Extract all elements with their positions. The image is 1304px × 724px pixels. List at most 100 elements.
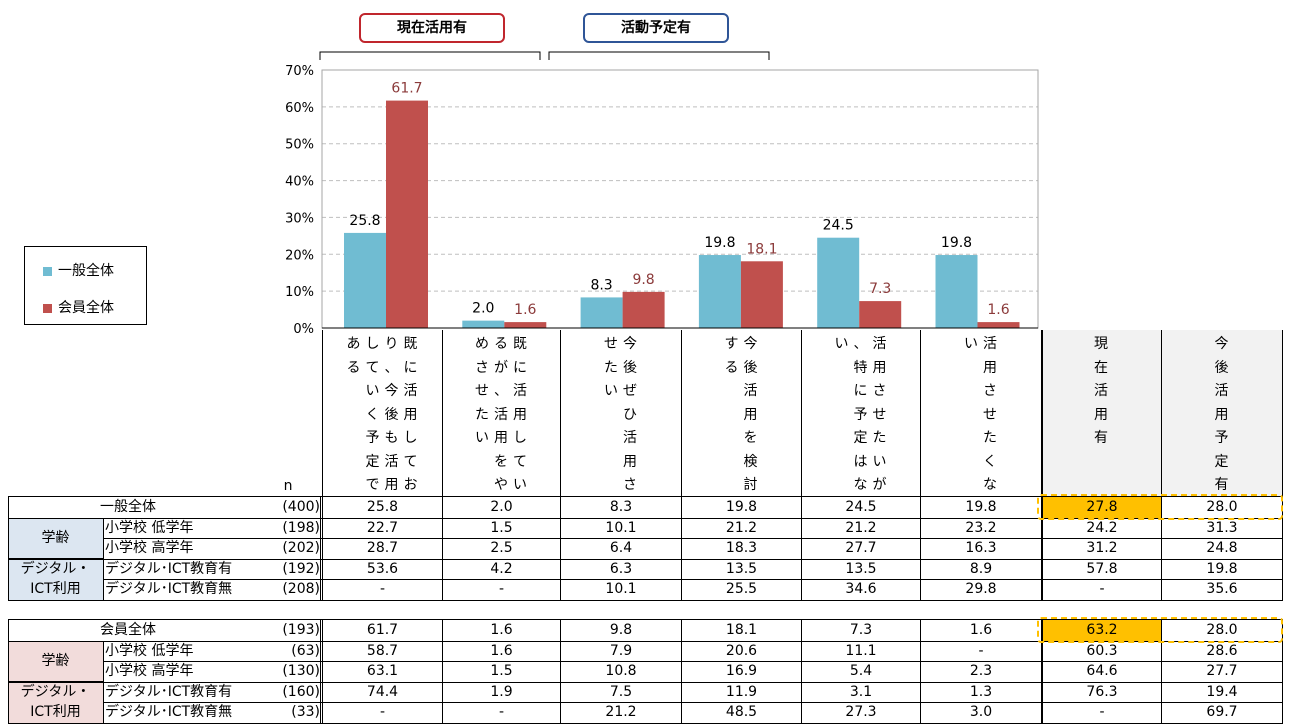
current-use-badge: 現在活用有 bbox=[359, 13, 505, 43]
table-cell: 27.3 bbox=[801, 702, 920, 723]
table-cell: 28.0 bbox=[1161, 620, 1282, 641]
table-cell: 29.8 bbox=[920, 579, 1041, 600]
table-cell: 1.6 bbox=[442, 640, 560, 662]
planned-use-badge: 活動予定有 bbox=[583, 13, 729, 43]
y-tick-label: 20% bbox=[285, 248, 314, 263]
column-divider bbox=[320, 702, 321, 723]
column-divider bbox=[1282, 681, 1283, 703]
bar-general bbox=[580, 297, 623, 328]
data-label-member: 61.7 bbox=[391, 81, 422, 97]
data-label-member: 7.3 bbox=[869, 281, 891, 297]
row-label: 小学校 高学年 bbox=[105, 663, 194, 680]
column-divider bbox=[320, 681, 321, 703]
table-cell: 24.5 bbox=[801, 497, 920, 518]
header-shade bbox=[1041, 330, 1161, 496]
table-cell: 10.1 bbox=[560, 579, 681, 600]
column-header-line: 既に活用してお bbox=[403, 336, 418, 493]
column-header-line: 活用させたいが bbox=[872, 336, 887, 493]
table-cell: 58.7 bbox=[322, 640, 442, 662]
y-tick-label: 30% bbox=[285, 211, 314, 226]
row-border bbox=[8, 600, 1283, 601]
y-tick-label: 60% bbox=[285, 101, 314, 116]
table-cell: 8.9 bbox=[920, 558, 1041, 580]
table-cell: 3.1 bbox=[801, 681, 920, 703]
table-cell: - bbox=[1041, 579, 1161, 600]
legend-label-general: 一般全体 bbox=[58, 263, 114, 279]
table-cell: 27.8 bbox=[1041, 497, 1161, 518]
column-header-line: ある bbox=[346, 336, 361, 376]
column-divider bbox=[320, 538, 321, 559]
column-divider bbox=[320, 558, 321, 580]
table-cell: 25.8 bbox=[322, 497, 442, 518]
bar-member bbox=[622, 291, 665, 328]
column-divider bbox=[1282, 702, 1283, 723]
column-divider bbox=[1282, 579, 1283, 600]
y-tick-label: 0% bbox=[293, 322, 314, 337]
bar-member bbox=[504, 322, 547, 328]
column-header-line: めさせたい bbox=[475, 336, 489, 446]
table-cell: 57.8 bbox=[1041, 558, 1161, 580]
bar-member bbox=[740, 261, 783, 328]
column-header: めさせたいるが、活用をや既に活用してい bbox=[475, 333, 528, 498]
y-tick-label: 40% bbox=[285, 175, 314, 190]
column-divider bbox=[320, 517, 321, 539]
column-header-line: 現在活用有 bbox=[1094, 336, 1108, 446]
row-border bbox=[104, 661, 1283, 663]
table-cell: 63.2 bbox=[1041, 620, 1161, 641]
table-cell: 18.1 bbox=[681, 620, 801, 641]
table-cell: 69.7 bbox=[1161, 702, 1282, 723]
table-cell: 31.3 bbox=[1161, 517, 1282, 539]
column-header: い、特に予定はな活用させたいが bbox=[834, 333, 887, 498]
group-label-ict: デジタル・ ICT利用 bbox=[8, 681, 104, 723]
table-cell: 1.5 bbox=[442, 517, 560, 539]
column-header: 現在活用有 bbox=[1094, 333, 1109, 451]
table-cell: 13.5 bbox=[801, 558, 920, 580]
row-label: 小学校 低学年 bbox=[105, 519, 194, 536]
column-header-line: 今後活用予定有 bbox=[1214, 336, 1229, 493]
column-divider bbox=[1282, 661, 1283, 682]
column-header: 今後活用予定有 bbox=[1214, 333, 1229, 498]
table-cell: 19.8 bbox=[681, 497, 801, 518]
row-n: (202) bbox=[282, 540, 320, 557]
row-border bbox=[8, 640, 1283, 642]
column-divider bbox=[681, 330, 682, 496]
column-header-line: り、今後も活用 bbox=[384, 336, 399, 493]
column-divider bbox=[920, 330, 921, 496]
legend-item-general: 一般全体 bbox=[43, 260, 114, 280]
table-cell: 10.1 bbox=[560, 517, 681, 539]
column-header-line: 活用させたくな bbox=[983, 336, 997, 493]
bar-member bbox=[977, 322, 1020, 328]
column-header-line: 今後活用を検討 bbox=[743, 336, 758, 493]
table-cell: 24.8 bbox=[1161, 538, 1282, 559]
table-cell: 76.3 bbox=[1041, 681, 1161, 703]
bar-general bbox=[935, 255, 978, 328]
summary-highlight bbox=[1037, 494, 1283, 520]
bar-general bbox=[462, 320, 505, 328]
table-cell: 16.3 bbox=[920, 538, 1041, 559]
column-divider bbox=[1282, 640, 1283, 662]
y-tick-label: 50% bbox=[285, 138, 314, 153]
table-cell: 24.2 bbox=[1041, 517, 1161, 539]
row-n: (193) bbox=[282, 622, 320, 638]
column-divider bbox=[801, 330, 802, 496]
row-label: デジタル･ICT教育有 bbox=[105, 560, 233, 577]
row-border bbox=[8, 558, 1283, 560]
row-n: (400) bbox=[282, 499, 320, 515]
table-cell: 63.1 bbox=[322, 661, 442, 682]
bar-member bbox=[386, 100, 428, 328]
row-label: デジタル･ICT教育有 bbox=[105, 683, 233, 700]
table-cell: - bbox=[322, 579, 442, 600]
table-cell: 21.2 bbox=[560, 702, 681, 723]
column-divider bbox=[320, 620, 321, 641]
row-n: (208) bbox=[282, 581, 320, 598]
row-border bbox=[8, 517, 1283, 519]
table-cell: 16.9 bbox=[681, 661, 801, 682]
table-cell: 7.3 bbox=[801, 620, 920, 641]
table-cell: 28.7 bbox=[322, 538, 442, 559]
table-cell: 1.6 bbox=[920, 620, 1041, 641]
table-border bbox=[8, 619, 1283, 620]
summary-highlight bbox=[1037, 617, 1283, 643]
data-label-general: 8.3 bbox=[590, 277, 612, 293]
